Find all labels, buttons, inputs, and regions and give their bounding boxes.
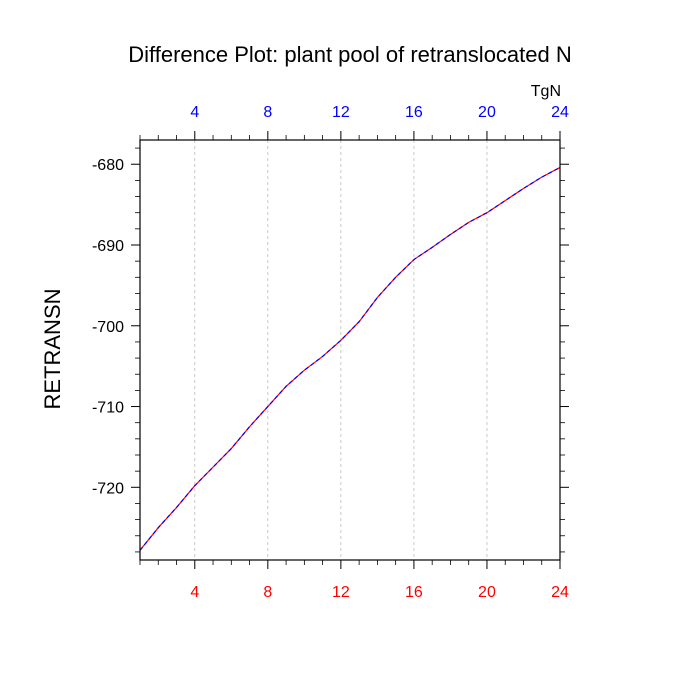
x-tick-label-top: 20 [478, 104, 496, 121]
x-tick-label-top: 4 [190, 104, 199, 121]
y-tick-label: -720 [92, 480, 124, 497]
data-lines [139, 166, 561, 551]
x-tick-label-bottom: 24 [551, 584, 569, 601]
x-tick-label-bottom: 4 [190, 584, 199, 601]
x-tick-label-top: 8 [263, 104, 272, 121]
y-axis-label: RETRANSN [40, 288, 65, 409]
x-tick-label-top: 12 [332, 104, 350, 121]
series-line-red [139, 166, 561, 551]
tick-labels: 4 4 8 8 12 12 16 16 20 20 24 24 -680 -690 -700 -710 -720 [92, 104, 569, 601]
grid-lines [194, 140, 488, 560]
x-tick-label-top: 16 [405, 104, 423, 121]
x-tick-label-bottom: 8 [263, 584, 272, 601]
x-tick-label-top: 24 [551, 104, 569, 121]
series-line-blue-dashed [139, 166, 561, 551]
axis-ticks [131, 131, 569, 569]
y-tick-label: -710 [92, 400, 124, 417]
x-tick-label-bottom: 20 [478, 584, 496, 601]
units-label: TgN [531, 83, 561, 100]
x-tick-label-bottom: 12 [332, 584, 350, 601]
x-tick-label-bottom: 16 [405, 584, 423, 601]
y-tick-label: -700 [92, 319, 124, 336]
y-tick-label: -690 [92, 238, 124, 255]
chart-title: Difference Plot: plant pool of retranslo… [128, 42, 572, 67]
plot-frame [139, 139, 561, 561]
y-tick-label: -680 [92, 157, 124, 174]
